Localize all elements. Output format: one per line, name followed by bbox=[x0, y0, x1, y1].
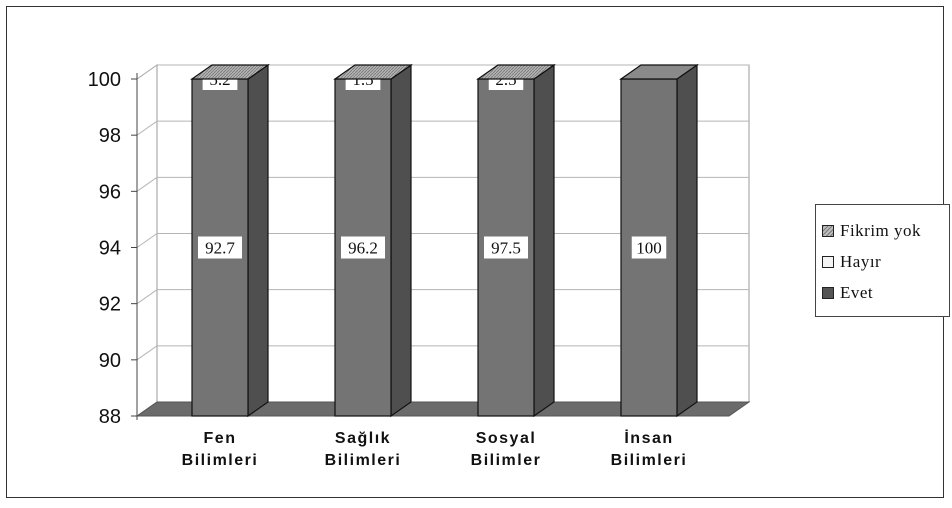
legend-swatch-fikrim-yok bbox=[822, 224, 834, 237]
legend-item-fikrim-yok: Fikrim yok bbox=[822, 215, 949, 246]
gridline-side bbox=[136, 64, 158, 80]
gridline-side bbox=[136, 120, 158, 136]
x-category-label: Fen bbox=[204, 430, 237, 447]
y-tick-label: 90 bbox=[99, 350, 121, 372]
gridline-side bbox=[136, 176, 158, 192]
legend-item-evet: Evet bbox=[822, 277, 949, 308]
gridline-side bbox=[136, 289, 158, 305]
bar-side-evet bbox=[533, 63, 555, 418]
chart-legend: Fikrim yok Hayır Evet bbox=[815, 204, 950, 317]
x-category-label: Sosyal bbox=[476, 430, 537, 447]
x-category-label: Bilimleri bbox=[325, 452, 402, 469]
gridline-side bbox=[136, 233, 158, 248]
legend-label-evet: Evet bbox=[840, 282, 874, 302]
bar-top bbox=[619, 64, 699, 80]
bar-top bbox=[476, 64, 556, 80]
data-label-bg bbox=[341, 236, 385, 259]
x-category-label: Bilimler bbox=[471, 452, 542, 469]
data-label: 100 bbox=[636, 239, 662, 258]
legend-swatch-hayir bbox=[822, 255, 834, 268]
bar-top bbox=[190, 64, 270, 80]
legend-label-hayir: Hayır bbox=[840, 251, 882, 271]
x-category-label: Bilimleri bbox=[182, 452, 259, 469]
bar-side-evet bbox=[247, 63, 269, 418]
y-tick-label: 88 bbox=[99, 406, 121, 428]
legend-swatch-evet bbox=[822, 286, 834, 299]
y-tick-label: 92 bbox=[99, 294, 121, 316]
y-tick-label: 98 bbox=[99, 125, 121, 147]
legend-label-fikrim-yok: Fikrim yok bbox=[840, 220, 922, 240]
bar-side-evet bbox=[390, 63, 412, 418]
gridline-side bbox=[136, 345, 158, 361]
x-category-label: Sağlık bbox=[335, 430, 391, 447]
x-category-label: İnsan bbox=[624, 429, 673, 447]
data-label-bg bbox=[631, 236, 667, 259]
legend-item-hayir: Hayır bbox=[822, 246, 949, 277]
data-label-bg bbox=[484, 236, 528, 259]
data-label: 96.2 bbox=[348, 239, 378, 258]
y-tick-label: 100 bbox=[88, 69, 121, 91]
data-label: 92.7 bbox=[205, 239, 235, 258]
data-label: 97.5 bbox=[491, 239, 521, 258]
x-category-label: Bilimleri bbox=[611, 452, 688, 469]
bar-top bbox=[333, 64, 413, 80]
y-tick-label: 94 bbox=[99, 238, 121, 260]
bar-side-evet bbox=[676, 63, 698, 418]
data-label-bg bbox=[198, 236, 242, 259]
y-tick-label: 96 bbox=[99, 181, 121, 203]
